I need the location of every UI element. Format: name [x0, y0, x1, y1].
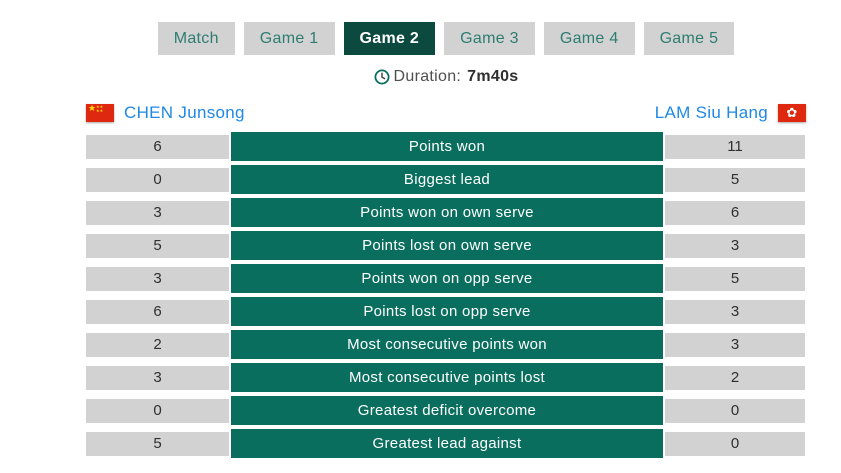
- stat-row-points-won-own-serve: 3 Points won on own serve 6: [86, 198, 806, 227]
- duration-row: Duration: 7m40s: [86, 68, 806, 86]
- stat-value-left: 0: [86, 167, 229, 192]
- hong-kong-flag-icon: ✿: [778, 104, 806, 122]
- stat-value-right: 3: [665, 332, 805, 357]
- clock-icon: [374, 69, 390, 85]
- stat-label: Most consecutive points won: [231, 330, 663, 359]
- duration-label: Duration:: [393, 68, 462, 85]
- player-right-name: LAM Siu Hang: [654, 103, 768, 122]
- stat-value-right: 0: [665, 398, 805, 423]
- stats-table: 6 Points won 11 0 Biggest lead 5 3 Point…: [86, 132, 806, 458]
- player-right: LAM Siu Hang ✿: [655, 103, 806, 123]
- stat-value-right: 6: [665, 200, 805, 225]
- stat-label: Points won on opp serve: [231, 264, 663, 293]
- stat-label: Points won: [231, 132, 663, 161]
- stat-row-points-lost-own-serve: 5 Points lost on own serve 3: [86, 231, 806, 260]
- stat-row-points-won-opp-serve: 3 Points won on opp serve 5: [86, 264, 806, 293]
- tab-game-4[interactable]: Game 4: [543, 22, 635, 55]
- stat-row-most-consecutive-won: 2 Most consecutive points won 3: [86, 330, 806, 359]
- stat-label: Points lost on own serve: [231, 231, 663, 260]
- stat-value-left: 6: [86, 299, 229, 324]
- stat-value-right: 5: [665, 266, 805, 291]
- tab-game-2[interactable]: Game 2: [343, 22, 436, 55]
- game-stats-panel: Match Game 1 Game 2 Game 3 Game 4 Game 5…: [86, 22, 806, 458]
- game-tabs: Match Game 1 Game 2 Game 3 Game 4 Game 5: [86, 22, 806, 55]
- stat-value-left: 3: [86, 200, 229, 225]
- stat-label: Most consecutive points lost: [231, 363, 663, 392]
- stat-value-right: 0: [665, 431, 805, 456]
- tab-match[interactable]: Match: [157, 22, 235, 55]
- stat-value-right: 3: [665, 299, 805, 324]
- stat-row-points-won: 6 Points won 11: [86, 132, 806, 161]
- duration-value: 7m40s: [467, 68, 519, 85]
- stat-value-left: 3: [86, 266, 229, 291]
- tab-game-5[interactable]: Game 5: [643, 22, 735, 55]
- stat-value-left: 6: [86, 134, 229, 159]
- stat-value-left: 3: [86, 365, 229, 390]
- stat-row-points-lost-opp-serve: 6 Points lost on opp serve 3: [86, 297, 806, 326]
- stat-value-right: 2: [665, 365, 805, 390]
- stat-label: Greatest deficit overcome: [231, 396, 663, 425]
- stat-value-right: 3: [665, 233, 805, 258]
- stat-value-right: 5: [665, 167, 805, 192]
- stat-value-left: 0: [86, 398, 229, 423]
- china-flag-icon: ★ ★★ ★★: [86, 104, 114, 122]
- tab-game-3[interactable]: Game 3: [444, 22, 535, 55]
- players-header: ★ ★★ ★★ CHEN Junsong LAM Siu Hang ✿: [86, 101, 806, 125]
- stat-label: Greatest lead against: [231, 429, 663, 458]
- player-left: ★ ★★ ★★ CHEN Junsong: [86, 103, 245, 123]
- stat-row-most-consecutive-lost: 3 Most consecutive points lost 2: [86, 363, 806, 392]
- stat-value-left: 5: [86, 431, 229, 456]
- stat-label: Points won on own serve: [231, 198, 663, 227]
- tab-game-1[interactable]: Game 1: [243, 22, 335, 55]
- player-left-name: CHEN Junsong: [124, 103, 245, 122]
- stat-label: Biggest lead: [231, 165, 663, 194]
- stat-label: Points lost on opp serve: [231, 297, 663, 326]
- stat-row-greatest-deficit-overcome: 0 Greatest deficit overcome 0: [86, 396, 806, 425]
- stat-value-left: 2: [86, 332, 229, 357]
- stat-value-right: 11: [665, 134, 805, 159]
- stat-row-greatest-lead-against: 5 Greatest lead against 0: [86, 429, 806, 458]
- stat-row-biggest-lead: 0 Biggest lead 5: [86, 165, 806, 194]
- stat-value-left: 5: [86, 233, 229, 258]
